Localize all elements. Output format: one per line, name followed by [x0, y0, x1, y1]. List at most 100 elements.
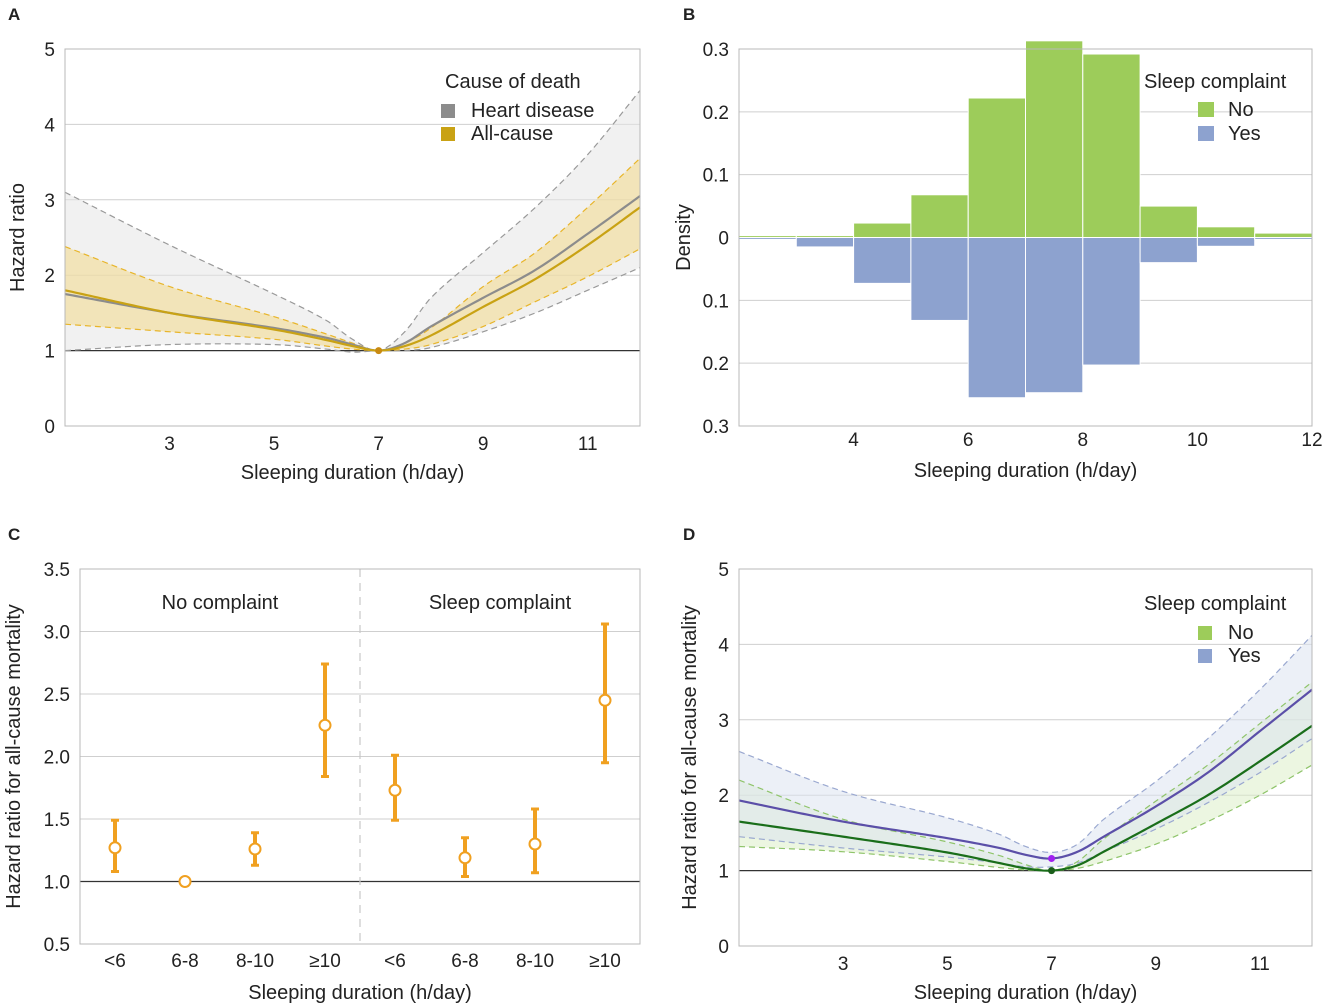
- y-tick-label: 0.2: [703, 354, 729, 375]
- y-tick-label: 3: [44, 191, 55, 212]
- legend-swatch: [1198, 126, 1214, 141]
- y-tick-label: 1: [44, 342, 55, 363]
- legend-swatch: [441, 127, 455, 141]
- plot-frame: [738, 568, 1313, 947]
- ci-band-all-cause: [65, 158, 640, 351]
- reference-point: [1048, 867, 1056, 875]
- panel-letter: B: [683, 5, 695, 24]
- point-estimate: [598, 693, 612, 707]
- histogram-bar-yes: [853, 237, 912, 284]
- y-tick-label: 0: [718, 937, 729, 958]
- x-tick-label: 5: [942, 954, 953, 975]
- x-tick-label: 3: [164, 434, 175, 455]
- legend-swatch: [441, 104, 455, 118]
- y-tick-label: 2.5: [44, 685, 70, 706]
- ci-upper-bound-all-cause: [64, 157, 641, 352]
- y-axis-title: Hazard ratio for all-cause mortality: [679, 605, 701, 910]
- y-tick-label: 0: [44, 417, 55, 438]
- legend-label: Yes: [1228, 645, 1261, 667]
- histogram-bar-no: [1254, 232, 1313, 239]
- legend-title: Sleep complaint: [1144, 71, 1287, 93]
- reference-point: [1048, 855, 1056, 863]
- legend-label: No: [1228, 99, 1254, 121]
- y-axis-title: Hazard ratio: [7, 183, 29, 292]
- y-tick-label: 0.3: [703, 417, 729, 438]
- x-tick-label: 6-8: [451, 951, 478, 972]
- x-tick-label: 8-10: [516, 951, 554, 972]
- ci-lower-bound-no: [738, 764, 1313, 872]
- x-tick-label: 8-10: [236, 951, 274, 972]
- x-tick-label: 3: [838, 954, 849, 975]
- x-tick-label: 9: [478, 434, 489, 455]
- legend-label: All-cause: [471, 123, 553, 145]
- point-estimate: [248, 842, 262, 856]
- y-axis-title: Density: [673, 204, 695, 271]
- ci-upper-bound-yes: [738, 634, 1313, 854]
- point-estimate: [108, 841, 122, 855]
- x-axis-title: Sleeping duration (h/day): [241, 462, 464, 484]
- legend-label: Yes: [1228, 123, 1261, 145]
- series-line-no: [738, 724, 1313, 872]
- y-tick-label: 0.3: [703, 40, 729, 61]
- x-axis-title: Sleeping duration (h/day): [914, 460, 1137, 482]
- x-tick-label: 4: [848, 430, 859, 451]
- panel-letter: C: [8, 525, 20, 544]
- ci-upper-bound-no: [738, 681, 1313, 872]
- series-line-all-cause: [64, 206, 641, 352]
- y-tick-label: 0.1: [703, 291, 729, 312]
- x-tick-label: <6: [104, 951, 126, 972]
- panel-b: B 4 6 8 10 12 0.3 0.2 0.1 0 0.1 0.2 0.3 Sleeping dura…: [673, 5, 1323, 482]
- histogram-bar-no: [967, 97, 1027, 239]
- point-estimate: [528, 837, 542, 851]
- y-tick-label: 4: [718, 635, 729, 656]
- ci-lower-bound-yes: [738, 738, 1313, 868]
- plot-frame: [79, 568, 641, 945]
- histogram-bar-yes: [795, 237, 855, 248]
- y-axis-title: Hazard ratio for all-cause mortality: [3, 604, 25, 909]
- histogram-bar-no: [1139, 205, 1198, 238]
- x-tick-label: 11: [1250, 954, 1270, 975]
- plot-frame: [64, 48, 641, 427]
- y-tick-label: 1.5: [44, 810, 70, 831]
- ci-upper-bound-heart-disease: [64, 90, 641, 352]
- point-estimate: [318, 718, 332, 732]
- reference-point: [375, 347, 383, 355]
- x-tick-label: ≥10: [309, 951, 341, 972]
- x-tick-label: 6: [963, 430, 974, 451]
- panel-letter: D: [683, 525, 695, 544]
- histogram-bar-yes: [1082, 237, 1141, 366]
- panel-c: C <6 6-8 8-10 ≥10 <6 6-8 8-10 ≥10 0.5 1.0 1.5 2.0 2.5…: [3, 525, 641, 1004]
- panel-letter: A: [8, 5, 20, 24]
- x-tick-label: ≥10: [589, 951, 621, 972]
- x-tick-label: 11: [578, 434, 598, 455]
- plot-frame: [738, 48, 1313, 427]
- legend-swatch: [1198, 626, 1212, 640]
- point-estimate: [178, 875, 192, 888]
- ci-band-no: [739, 682, 1312, 871]
- point-estimate: [458, 851, 472, 865]
- legend-swatch: [1198, 649, 1212, 663]
- y-tick-label: 2: [718, 786, 729, 807]
- ci-band-yes: [739, 635, 1312, 868]
- histogram-bar-no: [910, 194, 969, 238]
- histogram-bar-yes: [967, 237, 1027, 399]
- histogram-bar-no: [1082, 53, 1141, 238]
- y-tick-label: 0.1: [703, 166, 729, 187]
- y-tick-label: 3.0: [44, 623, 70, 644]
- y-tick-label: 1.0: [44, 873, 70, 894]
- legend-label: Heart disease: [471, 100, 594, 122]
- x-axis-title: Sleeping duration (h/day): [914, 982, 1137, 1004]
- group-label: No complaint: [162, 592, 279, 614]
- histogram-bar-yes: [1196, 237, 1256, 247]
- histogram-bar-no: [1196, 226, 1256, 238]
- histogram-bar-no: [853, 222, 912, 239]
- ci-lower-bound-all-cause: [64, 248, 641, 352]
- y-tick-label: 5: [44, 40, 55, 61]
- y-tick-label: 0.2: [703, 103, 729, 124]
- y-tick-label: 3: [718, 711, 729, 732]
- x-tick-label: 7: [373, 434, 384, 455]
- histogram-bar-yes: [1025, 237, 1084, 394]
- x-tick-label: 5: [269, 434, 280, 455]
- y-tick-label: 2: [44, 266, 55, 287]
